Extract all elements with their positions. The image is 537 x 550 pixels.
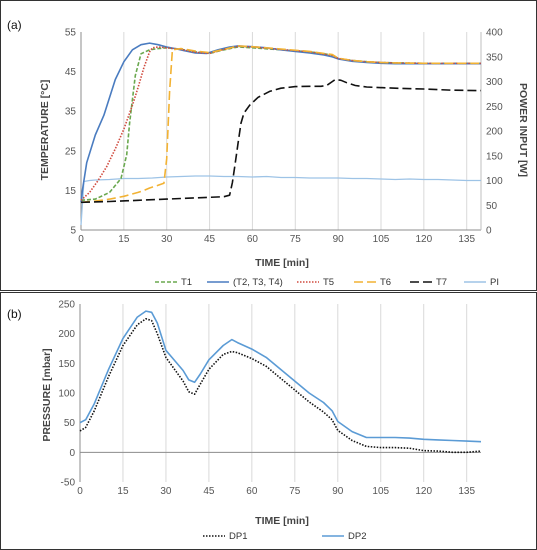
x-tick-label: 60	[247, 234, 259, 245]
x-tick-label: 90	[333, 234, 345, 245]
x-tick-label: 15	[117, 486, 129, 497]
x-tick-label: 120	[415, 486, 432, 497]
legend-label-dp2: DP2	[348, 531, 366, 542]
series-line-t6	[80, 45, 481, 204]
x-tick-label: 45	[204, 234, 216, 245]
panel-b-axes	[79, 304, 481, 482]
y2-tick-label: 50	[486, 201, 498, 212]
y-tick-label: 150	[58, 359, 75, 370]
y-tick-label: 200	[58, 329, 75, 340]
y-tick-label: 35	[65, 107, 77, 118]
x-tick-label: 30	[161, 234, 173, 245]
y2-tick-label: 250	[486, 102, 503, 113]
legend-label-t6: T6	[380, 277, 391, 288]
x-tick-label: 75	[290, 234, 302, 245]
y-tick-label: -50	[61, 478, 76, 489]
x-tick-label: 75	[289, 486, 301, 497]
y2-tick-label: 0	[486, 226, 492, 237]
x-tick-label: 105	[373, 234, 390, 245]
y2-tick-label: 300	[486, 77, 503, 88]
panel-a-y2-axis-label: POWER INPUT [W]	[517, 83, 529, 177]
x-tick-label: 30	[160, 486, 172, 497]
series-line-t7	[80, 78, 482, 204]
x-tick-label: 15	[118, 234, 130, 245]
legend-label-pi: PI	[490, 277, 499, 288]
panel-a-series	[80, 42, 482, 226]
y2-tick-label: 150	[486, 151, 503, 162]
y2-tick-label: 400	[486, 28, 503, 39]
panel-b-series	[79, 310, 482, 454]
panel-a-legend: T1 (T2, T3, T4) T5 T6 T7 PI	[155, 277, 499, 288]
y-tick-label: 25	[65, 146, 77, 157]
series-line-dp1	[79, 317, 482, 454]
x-tick-label: 45	[203, 486, 215, 497]
legend-label-t2-t3-t4: (T2, T3, T4)	[233, 277, 283, 288]
legend-label-t7: T7	[436, 277, 447, 288]
y-tick-label: 50	[64, 418, 76, 429]
y-tick-label: 100	[58, 389, 75, 400]
x-tick-label: 60	[246, 486, 258, 497]
y-tick-label: 15	[65, 186, 77, 197]
x-tick-label: 135	[458, 486, 475, 497]
x-tick-label: 90	[332, 486, 344, 497]
x-tick-label: 0	[78, 234, 84, 245]
y-tick-label: 45	[65, 67, 77, 78]
panel-b-x-axis-label: TIME [min]	[255, 515, 309, 527]
y-tick-label: 55	[65, 28, 77, 39]
panel-b-label: (b)	[7, 307, 22, 321]
legend-label-dp1: DP1	[229, 531, 247, 542]
panel-b-frame	[0, 292, 537, 550]
panel-b-legend: DP1 DP2	[203, 531, 366, 542]
y-tick-label: 250	[58, 300, 75, 311]
series-line-pi	[80, 175, 481, 226]
x-tick-label: 135	[458, 234, 475, 245]
y-tick-label: 0	[69, 448, 75, 459]
panel-a-ticks: 0 15 30 45 60 75 90 105 120 135 5 15 25 35 45 55 0 50 100 1…	[65, 28, 503, 246]
legend-label-t1: T1	[181, 277, 192, 288]
y2-tick-label: 200	[486, 127, 503, 138]
panel-a-x-axis-label: TIME [min]	[255, 257, 309, 269]
series-line-dp2	[79, 310, 482, 443]
panel-a-label: (a)	[7, 18, 22, 32]
x-tick-label: 0	[77, 486, 83, 497]
y-tick-label: 5	[70, 226, 76, 237]
x-tick-label: 105	[372, 486, 389, 497]
legend-label-t5: T5	[323, 277, 334, 288]
y2-tick-label: 100	[486, 176, 503, 187]
panel-a-y-axis-label: TEMPERATURE [°C]	[39, 80, 51, 181]
x-tick-label: 120	[416, 234, 433, 245]
y2-tick-label: 350	[486, 52, 503, 63]
panel-b-y-axis-label: PRESSURE [mbar]	[41, 348, 53, 441]
